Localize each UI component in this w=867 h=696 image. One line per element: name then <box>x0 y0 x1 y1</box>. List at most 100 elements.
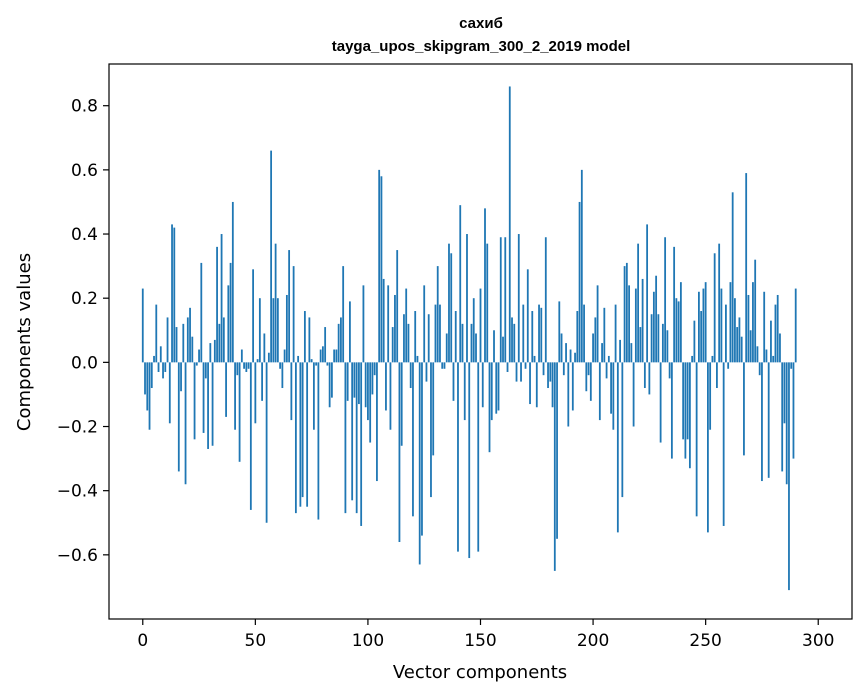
bar <box>319 349 322 363</box>
bar <box>193 362 196 440</box>
bar <box>279 362 282 369</box>
bar <box>371 362 374 395</box>
bar <box>398 362 401 542</box>
bar <box>754 259 757 363</box>
bar <box>605 362 608 379</box>
bar <box>767 362 770 478</box>
bar <box>355 362 358 514</box>
bar <box>292 266 295 363</box>
bar <box>693 320 696 363</box>
bar <box>211 362 214 446</box>
bar <box>238 362 241 462</box>
bar <box>621 362 624 498</box>
bar <box>274 243 277 363</box>
bar <box>423 285 426 363</box>
bar <box>153 355 155 363</box>
y-tick-label: −0.6 <box>57 546 98 566</box>
bar <box>560 333 563 363</box>
bar <box>430 362 432 498</box>
bar <box>616 362 619 533</box>
bar <box>463 362 466 421</box>
bar <box>213 339 216 363</box>
bar <box>538 304 540 363</box>
bar <box>679 282 682 363</box>
bar <box>684 362 687 459</box>
bar <box>761 362 763 482</box>
chart-subtitle: tayga_upos_skipgram_300_2_2019 model <box>332 38 631 55</box>
bar <box>481 362 484 408</box>
bar <box>227 285 230 363</box>
bars-group <box>141 86 797 591</box>
bar <box>231 201 234 363</box>
y-axis-ticks: −0.6 −0.4 −0.2 0.0 0.2 0.4 0.6 0.8 <box>57 97 109 566</box>
bar <box>258 298 261 363</box>
bar <box>380 176 383 363</box>
bar <box>297 355 300 363</box>
bar <box>414 311 417 363</box>
bar <box>641 278 644 363</box>
bar <box>240 349 243 363</box>
x-tick-label: 50 <box>245 631 267 651</box>
bar <box>479 288 482 363</box>
bar <box>416 355 419 363</box>
bar <box>182 323 185 363</box>
bar <box>256 359 259 363</box>
bar <box>776 294 779 363</box>
bar <box>716 362 718 389</box>
y-axis-label: Components values <box>14 253 35 431</box>
bar <box>585 362 588 392</box>
bar <box>177 362 180 472</box>
bar <box>756 346 759 363</box>
bar <box>571 362 574 411</box>
bar <box>175 327 178 363</box>
bar <box>407 323 410 363</box>
bar <box>148 362 151 430</box>
bar <box>610 362 612 414</box>
bar <box>202 362 205 433</box>
bar <box>168 362 171 424</box>
bar <box>454 311 457 363</box>
bar <box>418 362 421 565</box>
bar <box>425 362 428 382</box>
bar <box>725 304 727 363</box>
y-tick-label: 0.2 <box>71 289 98 309</box>
bar <box>625 262 628 363</box>
bar <box>285 294 288 363</box>
bar <box>770 320 772 363</box>
bar <box>580 169 583 363</box>
bar <box>391 327 394 363</box>
bar <box>565 343 567 363</box>
bar <box>648 362 651 395</box>
bar <box>524 362 527 369</box>
bar <box>186 317 189 363</box>
bar <box>376 362 378 482</box>
bar <box>745 173 748 363</box>
bar <box>459 205 462 363</box>
bar <box>788 362 790 591</box>
bar <box>234 362 236 430</box>
bar <box>209 343 212 363</box>
bar <box>720 288 723 363</box>
bar <box>146 362 149 411</box>
bar <box>315 362 318 366</box>
bar <box>155 304 158 363</box>
bar <box>511 317 513 363</box>
bar <box>504 237 507 363</box>
bar <box>349 301 351 363</box>
bar <box>598 362 601 421</box>
bar <box>612 362 615 430</box>
bar <box>162 362 164 379</box>
bar <box>204 362 207 379</box>
bar <box>452 362 455 401</box>
bar <box>328 362 331 408</box>
bar <box>592 333 594 363</box>
bar <box>252 269 254 363</box>
bar <box>225 362 227 417</box>
bar <box>670 362 673 459</box>
bar <box>281 362 284 389</box>
bar <box>637 243 640 363</box>
bar <box>738 317 741 363</box>
bar <box>747 294 750 363</box>
bar <box>765 349 768 363</box>
